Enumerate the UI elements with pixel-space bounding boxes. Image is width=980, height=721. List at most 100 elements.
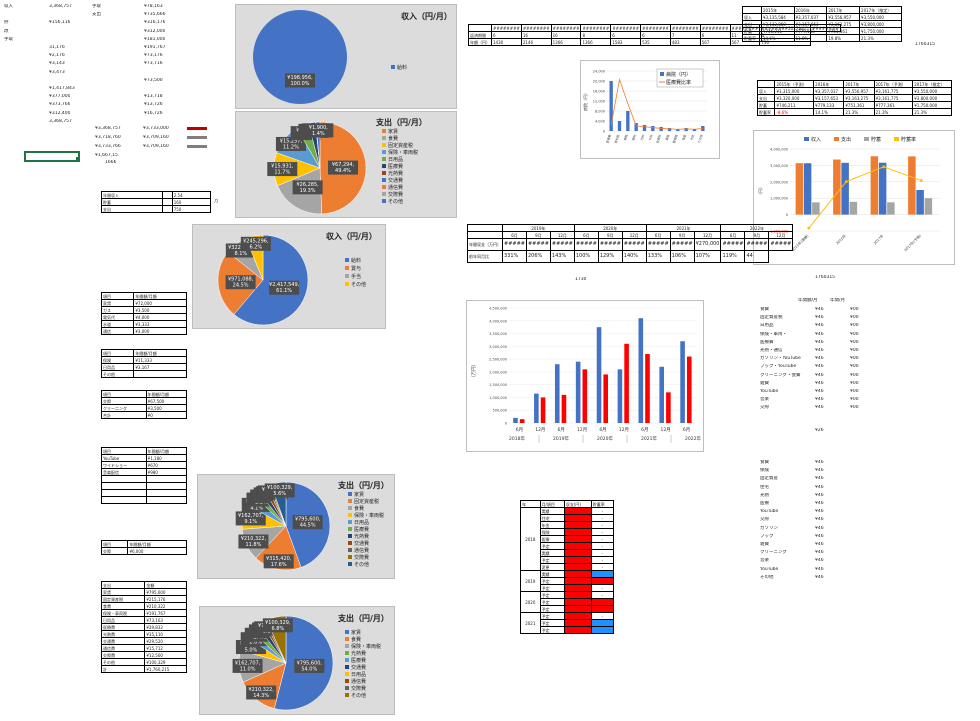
status-cell-red[interactable] [563,507,592,515]
table-header-cell[interactable]: 年間額/月額 [145,447,188,455]
table-cell[interactable]: 日用品 [100,616,146,624]
status-cell[interactable]: - [590,528,615,536]
table-cell[interactable]: ¥779,133 [793,27,828,35]
table-cell[interactable]: 44 [744,250,770,263]
table-cell[interactable]: 交際費 [100,651,146,659]
table-cell[interactable]: 貯蓄率 [756,108,776,116]
table-cell[interactable]: ¥3,132,860 [760,20,795,28]
table-cell[interactable]: 100% [573,250,599,263]
expense-pie-chart-2[interactable]: 支出（円/月） ¥795,600, 44.5% ¥315,420, 17.6% ¥210… [197,474,395,579]
table-cell[interactable]: ¥3,357,037 [813,87,845,95]
year-header[interactable]: 2019年 [502,224,575,232]
savings-timeline-chart[interactable]: 0 500,000 1,000,000 1,500,000 2,000,000 2,500… [466,300,716,452]
year-cell[interactable]: 2021 [520,612,541,634]
table-cell[interactable]: 133% [645,250,671,263]
table-cell[interactable]: 750 [171,205,212,213]
status-cell[interactable]: - [590,563,615,571]
item-cell[interactable]: 予定 [539,542,565,550]
table-cell[interactable]: 1430 [491,38,522,46]
table-cell[interactable]: 8 [580,31,612,39]
table-header-cell[interactable]: 年間額/月額 [133,292,187,300]
table-cell[interactable]: ¥210,322 [144,602,187,610]
month-header[interactable]: 12月 [621,231,647,239]
table-cell[interactable]: 107% [693,250,722,263]
table-cell[interactable]: 合計 [101,411,147,419]
table-header-cell[interactable]: ######## [550,24,582,32]
table-cell[interactable]: ¥1,760,215 [144,665,187,673]
month-header[interactable]: 12月 [693,231,722,239]
table-cell[interactable]: 食費 [100,602,146,610]
table-header-cell[interactable]: ######## [491,24,522,32]
table-cell[interactable]: 331% [502,250,527,263]
table-cell[interactable]: ¥3,320,000 [774,94,815,102]
table-cell[interactable]: 14.1% [813,108,845,116]
status-cell-red[interactable] [563,605,592,613]
table-cell[interactable]: 6 [640,31,671,39]
table-cell[interactable]: 535 [640,38,671,46]
table-cell[interactable]: 11.8% [793,34,828,42]
item-cell[interactable]: 予定 [539,584,565,592]
table-cell[interactable]: ##### [597,238,623,251]
status-cell-red[interactable] [563,619,592,627]
year-header[interactable]: 2020年 [573,224,647,232]
table-cell[interactable]: 支出 [742,20,762,28]
table-cell[interactable]: ¥779,133 [813,101,845,109]
status-cell[interactable] [590,577,615,585]
table-cell[interactable] [162,205,173,213]
item-cell[interactable]: 予定 [539,605,565,613]
table-cell[interactable]: ¥3,333 [133,320,187,328]
year-header[interactable]: 2021年 [645,224,722,232]
table-cell[interactable]: 日用品 [100,363,135,371]
item-cell[interactable]: 医療 [539,535,565,543]
table-cell[interactable]: 支出 [100,205,164,213]
table-cell[interactable]: 通信費 [100,644,146,652]
table-cell[interactable]: ¥73,163 [144,616,187,624]
table-cell[interactable]: 通信 [100,327,135,335]
table-cell[interactable]: ##### [573,238,599,251]
year-cell[interactable]: 2020 [520,591,541,613]
table-cell[interactable]: ¥746,211 [760,27,795,35]
table-cell[interactable] [101,475,147,483]
table-cell[interactable]: 1583 [610,38,642,46]
table-cell[interactable]: ¥3,500 [133,306,187,314]
table-cell[interactable]: ¥670 [145,461,188,469]
table-cell[interactable]: ##### [502,238,527,251]
table-cell[interactable]: 1366 [580,38,612,46]
table-header-cell[interactable]: 金額 [144,581,187,589]
month-header[interactable]: 9月 [669,231,695,239]
table-header-cell[interactable]: 2016年 [793,6,828,14]
table-cell[interactable]: 483 [669,38,701,46]
item-cell[interactable]: 予定 [539,577,565,585]
status-cell[interactable]: - [590,521,615,529]
table-cell[interactable]: ¥1,750,000 [859,27,902,35]
table-cell[interactable]: 21.3% [912,108,952,116]
table-cell[interactable]: 家賃 [100,588,146,596]
table-cell[interactable]: 水道 [100,320,135,328]
item-cell[interactable]: 変更 [539,563,565,571]
status-cell-red[interactable] [563,528,592,536]
table-cell[interactable]: 19.8% [826,34,861,42]
income-pie-chart-1[interactable]: 収入（円/月） ¥198,956, 100.0% 給料 [235,4,457,109]
table-cell[interactable]: 6 [491,31,522,39]
table-cell[interactable]: ¥11,333 [133,356,187,364]
year-header[interactable]: 2022年 [720,224,794,232]
table-header-cell[interactable] [742,6,762,14]
row-label[interactable]: 年間収支（万円） [467,238,503,251]
table-header-cell[interactable]: ######## [520,24,552,32]
table-header-cell[interactable]: 2017年（予測） [873,80,914,88]
table-cell[interactable]: ¥3,556,957 [843,87,875,95]
table-cell[interactable]: ¥3,157,653 [793,20,828,28]
table-header-cell[interactable]: 年間額/月額 [127,540,187,548]
table-cell[interactable]: ¥980 [145,468,188,476]
table-cell[interactable]: ##### [549,238,575,251]
table-cell[interactable]: 貯蓄 [756,101,776,109]
status-cell-red[interactable] [563,542,592,550]
table-cell[interactable]: ¥3,000 [133,327,187,335]
table-cell[interactable]: 交通費 [100,637,146,645]
status-cell-red[interactable] [563,584,592,592]
item-cell[interactable]: 予定 [539,612,565,620]
table-cell[interactable]: ##### [744,238,770,251]
table-cell[interactable]: ##### [645,238,671,251]
table-cell[interactable]: 129% [597,250,623,263]
table-cell[interactable]: ¥191,767 [144,609,187,617]
